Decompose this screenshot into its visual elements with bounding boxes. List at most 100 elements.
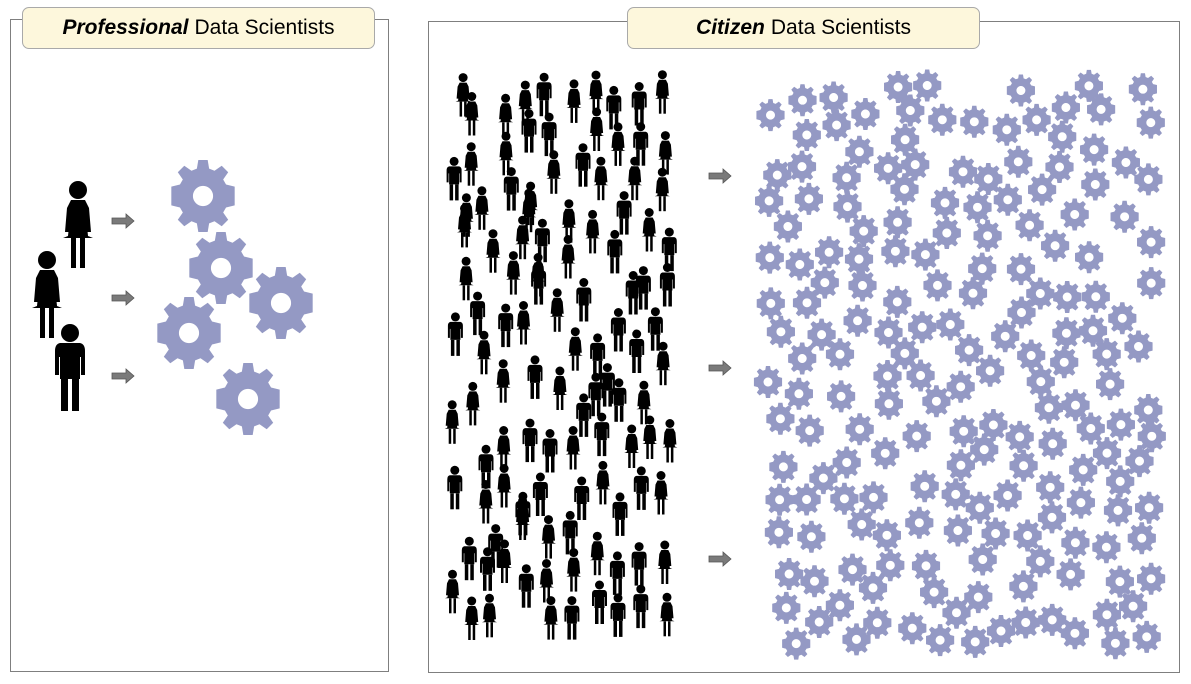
gear-icon [1061,526,1090,559]
gear-icon [913,69,942,102]
person-icon [574,476,590,520]
citizen-title-emphasis: Citizen [696,16,765,39]
gear-icon [1009,570,1038,603]
gear-icon [833,190,862,223]
gear-icon [1108,302,1137,335]
professional-gears [157,160,313,435]
gear-icon [1004,145,1033,178]
gear-icon [968,543,997,576]
gear-icon [844,243,874,276]
gear-icon [1009,449,1038,482]
gear-icon [1134,163,1163,196]
person-icon [566,79,582,123]
person-icon [607,229,623,274]
gear-icon [1037,501,1067,534]
gear-icon [922,385,951,418]
person-icon [609,551,625,595]
person-icon [32,251,62,338]
gear-icon [1092,598,1121,631]
gear-icon [992,113,1021,146]
person-icon [659,592,675,637]
arrow-icon [708,551,732,567]
gear-icon [1048,120,1077,153]
person-icon [503,167,519,211]
gear-icon [772,591,801,624]
gear-icon [765,483,794,516]
gear-icon [832,161,861,194]
gear-icon [946,449,975,482]
person-icon [445,569,460,614]
person-icon [592,580,607,624]
gear-icon [955,334,984,367]
gear-icon [883,206,912,239]
person-icon [541,112,557,157]
gear-icon [910,470,939,503]
gear-icon [1110,200,1139,233]
gear-icon [986,615,1016,647]
gear-icon [788,342,817,375]
gear-icon [960,105,989,138]
person-icon [464,596,480,640]
gear-icon [842,623,871,656]
professional-title: Professional Data Scientists [22,7,375,49]
gear-icon [1101,627,1130,660]
gear-icon [993,479,1022,512]
person-icon [631,82,647,126]
gear-icon [949,415,978,448]
person-icon [478,480,494,524]
gear-icon [881,235,910,268]
person-icon [657,540,673,584]
person-icon [539,559,554,603]
citizen-people [444,70,678,640]
gear-icon [1028,173,1057,206]
gear-icon [766,315,795,348]
person-icon [631,542,647,586]
gear-icon [923,269,952,302]
gear-icon [819,81,848,114]
gear-icon [1135,491,1164,524]
person-icon [527,355,543,399]
arrow-icon [111,368,135,384]
gear-icon [974,163,1003,195]
person-icon [616,191,632,235]
gear-icon [1075,241,1104,274]
gear-icon [958,277,988,310]
citizen-title: Citizen Data Scientists [627,7,980,49]
gear-icon [946,370,975,403]
gear-icon [1080,133,1109,166]
gear-icon [1137,226,1166,259]
gear-icon [788,84,817,117]
gear-icon [216,363,280,435]
person-icon [461,536,477,581]
gear-icon [1074,69,1103,102]
person-icon [612,492,628,536]
gear-icon [810,266,839,299]
gear-icon [973,219,1002,252]
gear-icon [911,238,940,271]
person-icon [518,564,534,608]
person-icon [633,466,649,510]
gear-icon [1060,617,1089,650]
gear-icon [1041,229,1070,262]
gear-icon [1127,522,1156,555]
gear-icon [936,308,965,341]
gear-icon [1038,427,1067,460]
gear-icon [809,462,838,495]
person-icon [505,251,521,295]
person-icon [627,156,643,201]
arrow-icon [708,168,732,184]
arrow-icon [111,213,135,229]
gear-icon [1076,412,1105,445]
person-icon [485,229,501,273]
gear-icon [756,287,785,320]
person-icon [447,465,463,510]
person-icon [560,235,576,279]
person-icon [55,324,85,411]
person-icon [653,471,669,515]
gear-icon [1092,437,1122,470]
arrow-icon [111,290,135,306]
person-icon [624,424,640,468]
gear-icon [1106,465,1135,498]
gear-icon [189,232,253,304]
gear-icon [1134,394,1163,426]
